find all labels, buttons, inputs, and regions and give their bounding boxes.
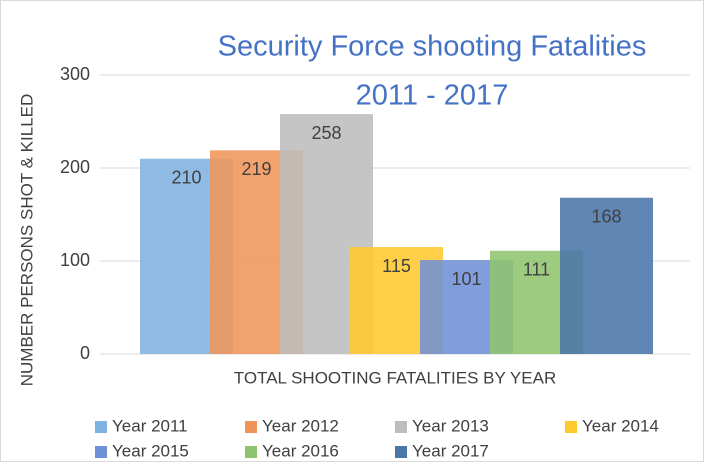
legend-label: Year 2012 [262,416,339,435]
y-tick-label: 300 [60,64,90,84]
bar [560,197,653,354]
data-label: 168 [591,207,621,227]
data-label: 210 [171,167,201,187]
chart-title: Security Force shooting Fatalities [218,31,647,63]
legend-swatch [245,446,257,458]
data-label: 258 [311,123,341,143]
legend-label: Year 2017 [412,441,489,460]
legend-swatch [245,421,257,433]
x-category-label: TOTAL SHOOTING FATALITIES BY YEAR [234,368,556,387]
y-tick-label: 0 [80,343,90,363]
y-tick-label: 200 [60,157,90,177]
y-axis-label: NUMBER PERSONS SHOT & KILLED [17,94,36,387]
legend-label: Year 2015 [112,441,189,460]
chart-subtitle: 2011 - 2017 [356,80,509,112]
bars [140,114,653,354]
y-tick-label: 100 [60,250,90,270]
legend-label: Year 2011 [112,416,188,435]
data-label: 111 [523,260,550,280]
legend-swatch [395,421,407,433]
data-label: 101 [451,269,481,289]
legend-swatch [565,421,577,433]
data-label: 219 [241,159,271,179]
legend-label: Year 2016 [262,441,339,460]
legend-swatch [95,446,107,458]
legend-swatch [395,446,407,458]
legend-label: Year 2014 [582,416,659,435]
legend-swatch [95,421,107,433]
legend-label: Year 2013 [412,416,489,435]
data-label: 115 [382,256,411,276]
